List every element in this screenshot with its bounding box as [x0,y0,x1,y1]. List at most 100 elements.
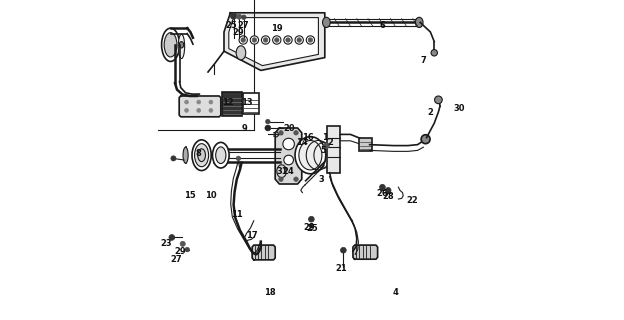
Ellipse shape [294,177,298,181]
Ellipse shape [261,36,270,44]
Text: 12: 12 [222,98,234,107]
Ellipse shape [323,17,330,28]
Ellipse shape [323,143,329,148]
Ellipse shape [236,14,241,19]
Ellipse shape [279,131,283,135]
Ellipse shape [275,38,279,42]
Polygon shape [252,245,275,260]
Text: 10: 10 [205,191,217,200]
Text: 25: 25 [225,21,237,30]
Ellipse shape [197,100,201,104]
Ellipse shape [266,119,270,124]
Ellipse shape [164,33,177,57]
Ellipse shape [309,223,314,228]
Ellipse shape [279,177,283,181]
Ellipse shape [183,147,188,163]
Ellipse shape [299,140,322,170]
Text: 16: 16 [302,133,314,142]
Polygon shape [275,128,302,184]
Ellipse shape [379,184,385,190]
Ellipse shape [169,235,175,240]
Ellipse shape [185,108,188,112]
Ellipse shape [250,36,258,44]
Ellipse shape [241,38,245,42]
Polygon shape [179,96,221,117]
Ellipse shape [197,108,201,112]
Bar [328,126,340,173]
Bar [243,93,258,114]
Ellipse shape [308,216,314,222]
Ellipse shape [341,247,346,253]
Text: 19: 19 [271,24,283,33]
Ellipse shape [306,36,314,44]
Text: 24: 24 [282,167,294,176]
Text: 5: 5 [320,146,326,155]
Ellipse shape [284,36,292,44]
Text: 11: 11 [231,210,243,219]
Text: 17: 17 [246,231,258,240]
Ellipse shape [431,50,437,56]
Text: 25: 25 [306,224,318,233]
Ellipse shape [283,138,295,150]
Text: 21: 21 [335,264,347,273]
Ellipse shape [171,156,176,161]
Ellipse shape [213,142,229,168]
Ellipse shape [216,147,226,164]
Text: 28: 28 [383,192,394,201]
Ellipse shape [180,241,185,246]
Ellipse shape [239,36,247,44]
Ellipse shape [179,42,183,48]
Ellipse shape [308,38,313,42]
Text: 2: 2 [427,108,433,116]
Ellipse shape [286,38,290,42]
Text: 3: 3 [319,175,324,184]
Bar [222,92,241,116]
Polygon shape [224,13,325,70]
Ellipse shape [385,188,391,193]
Text: 4: 4 [392,288,398,297]
Ellipse shape [295,137,326,174]
Polygon shape [353,245,378,259]
Bar [359,138,372,151]
Ellipse shape [252,38,256,42]
Text: 2: 2 [328,138,333,147]
Text: 15: 15 [184,191,196,200]
Ellipse shape [241,15,246,20]
Text: 1: 1 [322,133,328,142]
Text: 20: 20 [284,124,295,132]
Ellipse shape [297,38,301,42]
Ellipse shape [265,125,271,131]
Ellipse shape [434,96,442,104]
Ellipse shape [195,144,208,167]
Ellipse shape [198,149,205,162]
Ellipse shape [185,247,190,252]
Text: 9: 9 [242,124,248,132]
Ellipse shape [263,38,268,42]
Text: 22: 22 [406,196,417,204]
Ellipse shape [230,13,236,19]
Ellipse shape [209,108,213,112]
Text: 27: 27 [237,21,249,30]
Polygon shape [229,18,318,66]
Text: 6: 6 [379,21,386,30]
Text: 29: 29 [174,247,186,256]
Text: 13: 13 [241,98,253,107]
Ellipse shape [236,46,246,60]
Ellipse shape [273,36,281,44]
Text: 29: 29 [232,28,243,36]
Text: 27: 27 [170,255,182,264]
Ellipse shape [236,156,241,161]
Text: 30: 30 [454,104,465,113]
Text: 29: 29 [303,223,314,232]
Text: 23: 23 [160,239,172,248]
Text: 7: 7 [421,56,426,65]
Text: 14: 14 [296,138,308,147]
Ellipse shape [209,100,213,104]
Ellipse shape [416,17,423,28]
Ellipse shape [192,140,211,171]
Text: 8: 8 [195,149,202,158]
Ellipse shape [421,135,430,144]
Ellipse shape [295,36,303,44]
Text: 26: 26 [376,189,388,198]
Text: 31: 31 [277,167,288,176]
